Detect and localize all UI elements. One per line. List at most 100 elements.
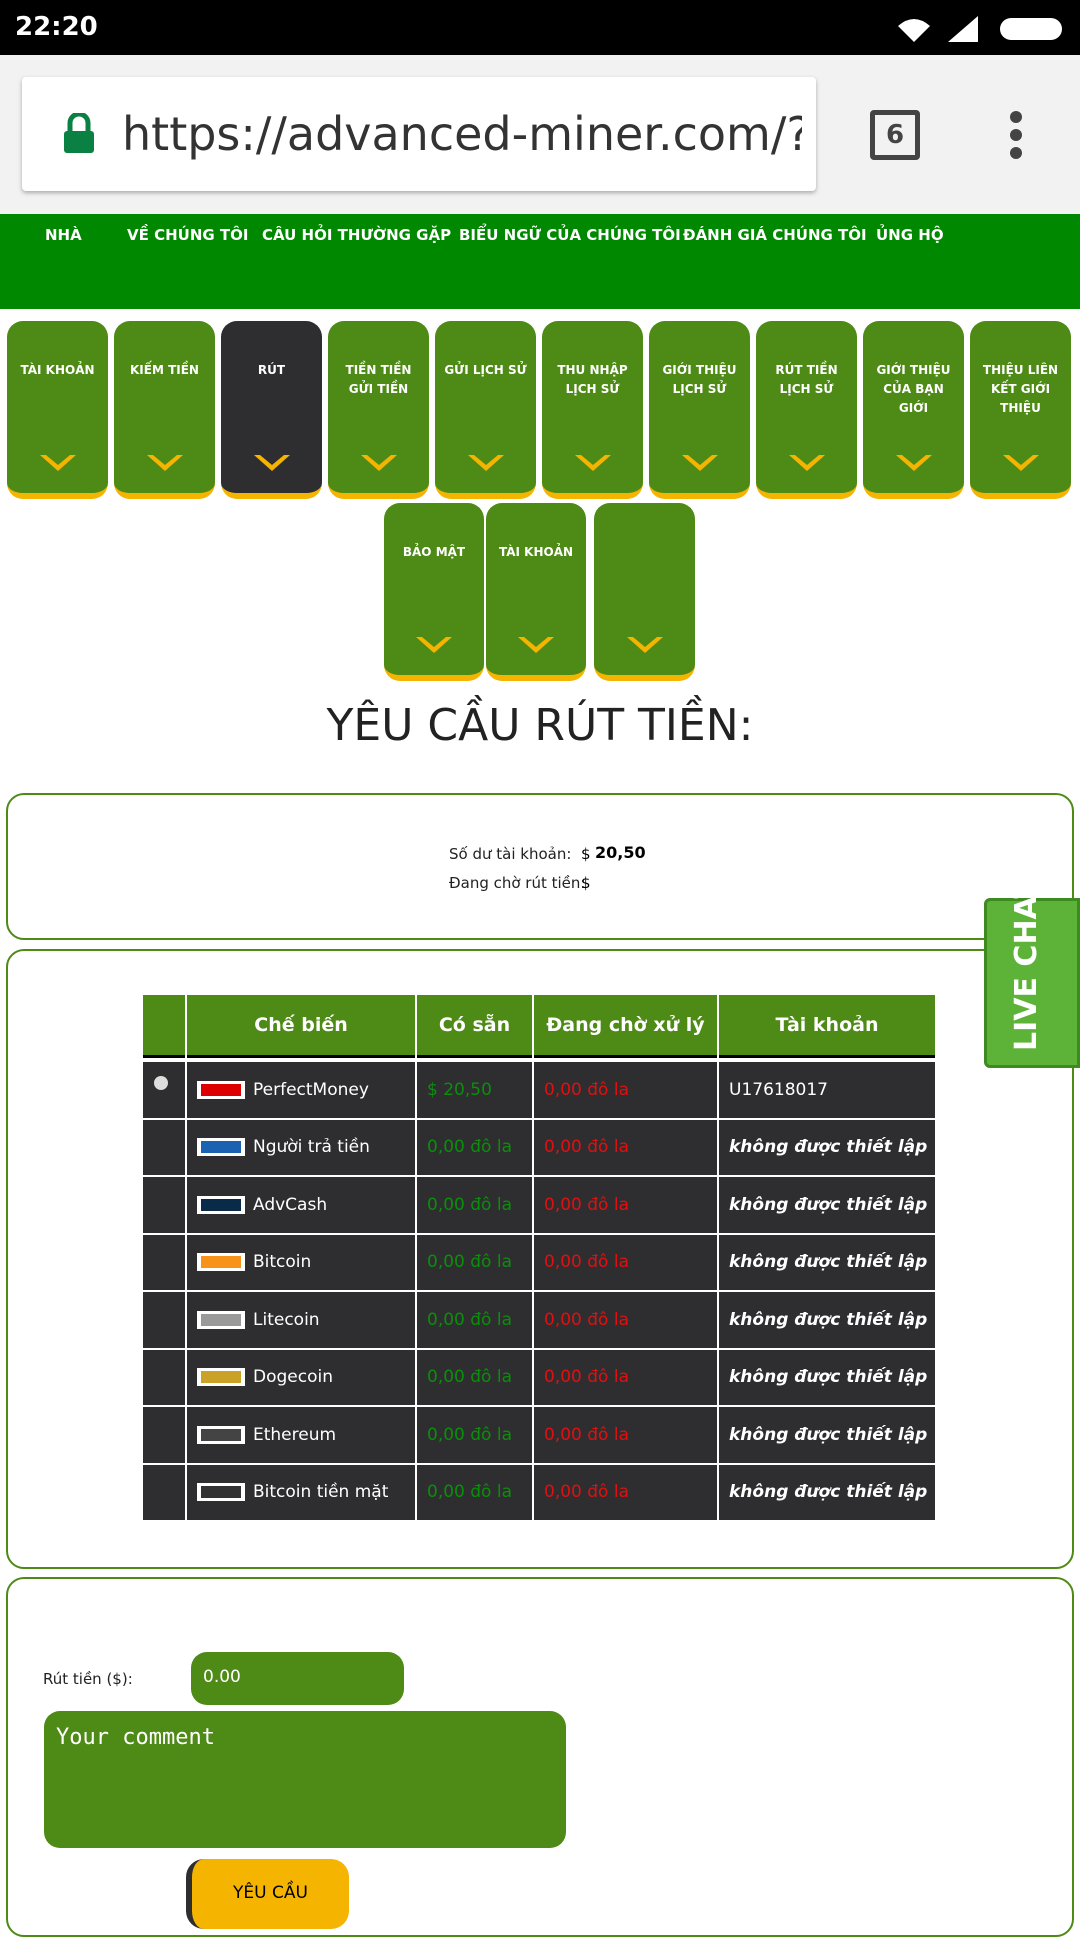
nav-bar: NHÀ VỀ CHÚNG TÔI CÂU HỎI THƯỜNG GẶP BIỂU NG… (0, 214, 1080, 309)
method-logo (197, 1310, 245, 1329)
nav-tab[interactable]: TÀI KHOẢN (7, 321, 108, 499)
page-title: YÊU CẦU RÚT TIỀN: (326, 700, 754, 751)
comment-input[interactable]: Your comment (44, 1711, 566, 1848)
nav-item[interactable]: NHÀ (45, 226, 82, 244)
table-cell: không được thiết lập (719, 1407, 935, 1463)
cell-text: 0,00 đô la (544, 1137, 629, 1158)
method-logo (197, 1425, 245, 1444)
table-cell: Ethereum (187, 1407, 415, 1463)
nav-tab[interactable]: THU NHẬP LỊCH SỬ (542, 321, 643, 499)
cell-text: không được thiết lập (729, 1367, 928, 1388)
nav-item[interactable]: BIỂU NGỮ CỦA CHÚNG TÔI (459, 226, 681, 244)
cell-text: 0,00 đô la (544, 1194, 629, 1215)
table-cell: 0,00 đô la (417, 1407, 532, 1463)
table-cell: không được thiết lập (719, 1234, 935, 1290)
nav-tab[interactable]: GIỚI THIỆU LỊCH SỬ (649, 321, 750, 499)
browser-bar: https://advanced-miner.com/?a=v 6 (0, 55, 1080, 214)
nav-tab[interactable]: GIỚI THIỆU CỦA BẠN GIỚI (863, 321, 964, 499)
table-cell: Dogecoin (187, 1349, 415, 1405)
tab-label: RÚT (257, 363, 286, 377)
chevron (788, 455, 825, 471)
chevron (1002, 455, 1039, 471)
nav-tab[interactable]: TIỀN TIỀN GỬI TIỀN (328, 321, 429, 499)
table-cell: không được thiết lập (719, 1177, 935, 1233)
chevron (467, 455, 504, 471)
table-header (143, 995, 185, 1058)
nav-tab[interactable]: THIỆU LIÊN KẾT GIỚI THIỆU (970, 321, 1071, 499)
cell-text: không được thiết lập (729, 1252, 928, 1273)
chevron (574, 455, 611, 471)
row-select (143, 1234, 185, 1290)
nav-tab[interactable]: KIẾM TIỀN (114, 321, 215, 499)
cell-text: Bitcoin tiền mặt (253, 1482, 389, 1503)
chevron (253, 455, 290, 471)
table-cell: không được thiết lập (719, 1349, 935, 1405)
cell-text: 0,00 đô la (427, 1309, 512, 1330)
amount-label: Rút tiền ($): (43, 1670, 133, 1688)
nav-tab[interactable]: RÚT (221, 321, 322, 499)
tab-label: KIẾM TIỀN (130, 363, 199, 377)
cell-text: 0,00 đô la (427, 1482, 512, 1503)
cell-text: 0,00 đô la (427, 1194, 512, 1215)
live-chat-label: LIVE CHAT (1009, 878, 1044, 1051)
method-logo (197, 1253, 245, 1272)
tab-label: TÀI KHOẢN (498, 545, 574, 559)
balance-label: Số dư tài khoản: (449, 845, 572, 863)
table-cell: 0,00 đô la (417, 1234, 532, 1290)
chevron (895, 455, 932, 471)
table-cell: 0,00 đô la (417, 1349, 532, 1405)
cell-text: 0,00 đô la (544, 1482, 629, 1503)
table-cell: 0,00 đô la (534, 1407, 717, 1463)
cell-text: 0,00 đô la (544, 1252, 629, 1273)
nav-tab[interactable]: BẢO MẬT (384, 503, 484, 681)
chevron (146, 455, 183, 471)
table-cell: $ 20,50 (417, 1062, 532, 1118)
cell-text: 0,00 đô la (427, 1252, 512, 1273)
method-logo (197, 1080, 245, 1099)
nav-item[interactable]: CÂU HỎI THƯỜNG GẶP (262, 226, 452, 244)
pending-label: Đang chờ rút tiền: (449, 874, 586, 892)
radio[interactable] (153, 1075, 169, 1091)
table-cell: 0,00 đô la (417, 1177, 532, 1233)
url: https://advanced-miner.com/?a=v (122, 107, 802, 161)
nav-tab[interactable]: RÚT TIỀN LỊCH SỬ (756, 321, 857, 499)
table-cell: 0,00 đô la (417, 1464, 532, 1520)
live-chat[interactable]: LIVE CHAT (984, 878, 1080, 1068)
nav-tab[interactable]: GỬI LỊCH SỬ (435, 321, 536, 499)
cell-text: không được thiết lập (729, 1424, 928, 1445)
menu-icon[interactable] (1005, 110, 1027, 160)
cell-text: PerfectMoney (253, 1079, 369, 1100)
table-cell: 0,00 đô la (534, 1234, 717, 1290)
url-box[interactable]: https://advanced-miner.com/?a=v (22, 77, 816, 191)
submit-button[interactable]: YÊU CẦU (186, 1859, 349, 1929)
nav-tab[interactable] (594, 503, 695, 681)
table-cell: 0,00 đô la (534, 1119, 717, 1175)
table-header: Đang chờ xử lý (534, 995, 717, 1058)
table-cell: Người trả tiền (187, 1119, 415, 1175)
lock-icon (64, 113, 94, 153)
table-cell: U17618017 (719, 1062, 935, 1118)
balance-currency: $ (581, 845, 591, 863)
nav-item[interactable]: VỀ CHÚNG TÔI (127, 226, 249, 244)
nav-item[interactable]: ỦNG HỘ (876, 226, 944, 244)
table-cell: 0,00 đô la (534, 1177, 717, 1233)
cell-text: AdvCash (253, 1194, 328, 1215)
chevron (39, 455, 76, 471)
table-cell: Bitcoin tiền mặt (187, 1464, 415, 1520)
tab-label: GIỚI THIỆU LỊCH SỬ (662, 363, 737, 396)
row-select (143, 1349, 185, 1405)
tab-count[interactable]: 6 (870, 110, 920, 160)
cell-text: $ 20,50 (427, 1079, 492, 1100)
amount-input[interactable]: 0.00 (191, 1652, 404, 1705)
table-cell: không được thiết lập (719, 1464, 935, 1520)
method-logo (197, 1138, 245, 1157)
table-cell: Bitcoin (187, 1234, 415, 1290)
table-cell: 0,00 đô la (534, 1349, 717, 1405)
nav-item[interactable]: ĐÁNH GIÁ CHÚNG TÔI (683, 226, 867, 244)
table-cell: 0,00 đô la (417, 1292, 532, 1348)
methods-box (6, 949, 1074, 1569)
nav-tab[interactable]: TÀI KHOẢN (486, 503, 586, 681)
cell-text: Người trả tiền (253, 1137, 370, 1158)
cell-text: 0,00 đô la (427, 1367, 512, 1388)
row-select (143, 1407, 185, 1463)
